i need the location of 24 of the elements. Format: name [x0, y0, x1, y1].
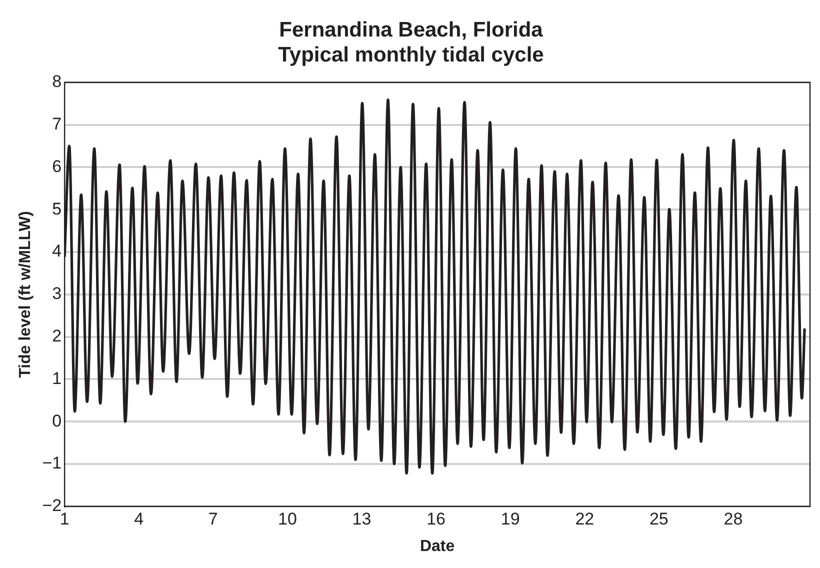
x-tick-label: 16	[426, 509, 446, 528]
x-tick-label: 13	[352, 509, 372, 528]
x-tick-label: 7	[208, 509, 218, 528]
x-tick-label: 10	[278, 509, 297, 528]
y-tick-label: 2	[52, 326, 62, 346]
y-axis-title: Tide level (ft w/MLLW)	[17, 210, 34, 378]
x-tick-label: 19	[500, 509, 520, 528]
y-tick-label: −1	[42, 454, 62, 473]
x-tick-label: 28	[724, 509, 743, 528]
x-tick-label: 22	[575, 509, 594, 528]
chart-title: Fernandina Beach, Florida	[279, 18, 544, 42]
x-tick-label: 4	[134, 509, 144, 528]
y-tick-label: 4	[52, 242, 62, 261]
chart-subtitle: Typical monthly tidal cycle	[278, 44, 544, 67]
x-axis-title: Date	[420, 538, 455, 555]
y-tick-label: 3	[52, 284, 62, 304]
y-tick-label: 5	[52, 199, 62, 218]
y-tick-label: 8	[52, 72, 62, 92]
x-tick-label: 25	[649, 509, 668, 528]
y-tick-label: −2	[42, 496, 62, 516]
y-tick-label: 7	[52, 114, 62, 134]
y-tick-label: 1	[52, 368, 62, 388]
y-tick-label: 6	[52, 156, 62, 176]
y-tick-label: 0	[52, 411, 62, 430]
